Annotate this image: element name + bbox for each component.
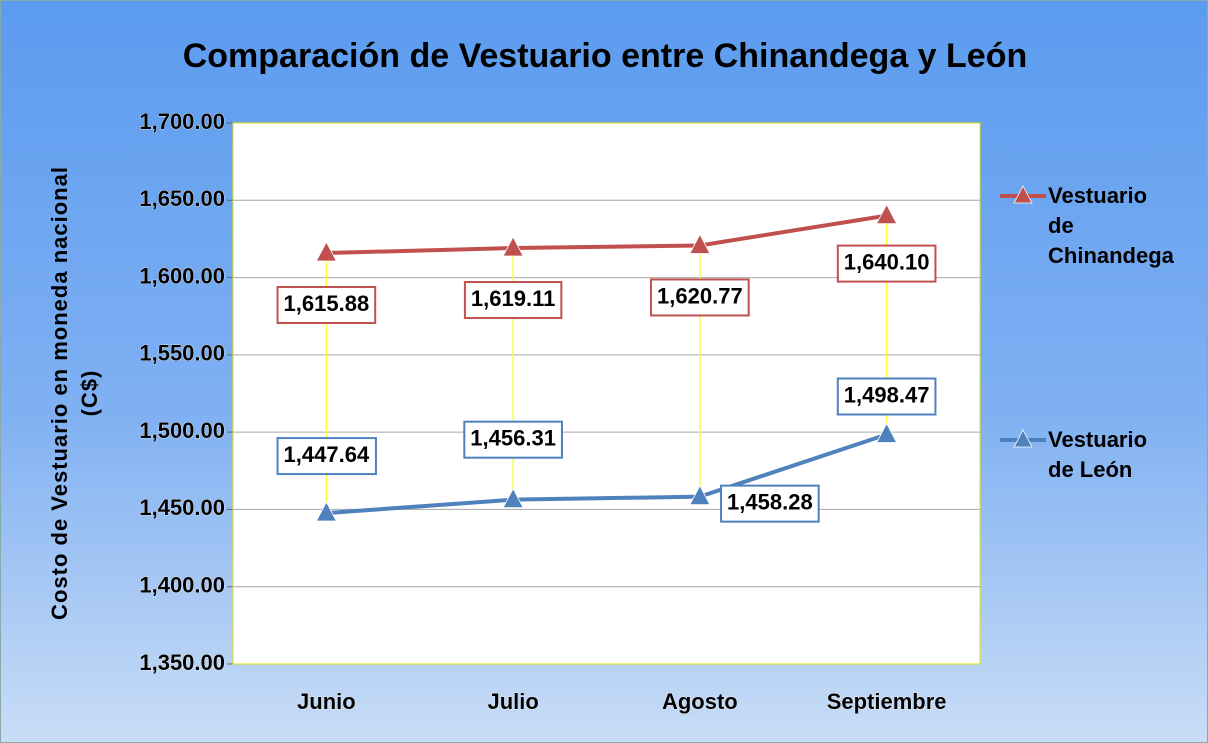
legend-label: Vestuario de Chinandega — [1048, 183, 1174, 268]
y-tick-label: 1,650.00 — [139, 186, 225, 211]
y-tick-label: 1,550.00 — [139, 341, 225, 366]
data-label-box — [463, 420, 563, 459]
marker — [875, 203, 898, 224]
data-label: 1,620.77 — [650, 278, 750, 317]
data-label-text: 1,498.47 — [844, 382, 930, 407]
data-label-text: 1,640.10 — [844, 249, 930, 274]
chart-title: Comparación de Vestuario entre Chinandeg… — [183, 37, 1028, 75]
marker — [315, 241, 338, 262]
plot-border — [232, 122, 981, 665]
marker — [502, 236, 524, 257]
data-label-box — [463, 281, 563, 320]
data-label-text: 1,458.28 — [727, 489, 813, 514]
x-tick-label: Julio — [487, 689, 538, 714]
data-label: 1,640.10 — [836, 244, 937, 283]
data-label-box — [276, 437, 377, 476]
marker — [689, 484, 711, 506]
marker — [689, 233, 711, 254]
y-tick-label: 1,450.00 — [139, 495, 225, 520]
data-label-box — [276, 286, 377, 325]
x-tick-label: Septiembre — [827, 689, 947, 714]
y-tick-label: 1,700.00 — [139, 109, 225, 134]
data-label-text: 1,620.77 — [657, 283, 743, 308]
data-label-box — [836, 244, 937, 283]
x-tick-label: Agosto — [662, 689, 738, 714]
data-label-box — [836, 377, 937, 416]
data-label: 1,498.47 — [836, 377, 937, 416]
data-label-text: 1,619.11 — [471, 286, 555, 311]
data-label-text: 1,456.31 — [470, 425, 556, 450]
data-label: 1,619.11 — [463, 281, 563, 320]
data-label-box — [650, 278, 750, 317]
data-label: 1,458.28 — [720, 484, 820, 523]
y-axis-label: Costo de Vestuario en moneda nacional (C… — [47, 166, 102, 620]
legend-label: Vestuario de León — [1048, 427, 1148, 482]
marker — [875, 422, 898, 443]
y-tick-label: 1,400.00 — [139, 573, 225, 598]
marker — [502, 487, 524, 509]
data-label: 1,456.31 — [463, 420, 563, 459]
marker — [315, 501, 338, 522]
data-label-text: 1,447.64 — [284, 442, 370, 467]
y-tick-label: 1,350.00 — [139, 650, 225, 675]
x-tick-label: Junio — [297, 689, 356, 714]
data-label-text: 1,615.88 — [284, 291, 370, 316]
data-label: 1,447.64 — [276, 437, 377, 476]
series-line — [326, 213, 887, 256]
legend-marker — [1013, 429, 1033, 448]
y-tick-label: 1,600.00 — [139, 263, 225, 288]
legend-marker — [1013, 185, 1033, 204]
series-line — [326, 432, 888, 516]
y-tick-label: 1,500.00 — [139, 418, 225, 443]
data-label-box — [720, 484, 820, 523]
data-label: 1,615.88 — [276, 286, 377, 325]
